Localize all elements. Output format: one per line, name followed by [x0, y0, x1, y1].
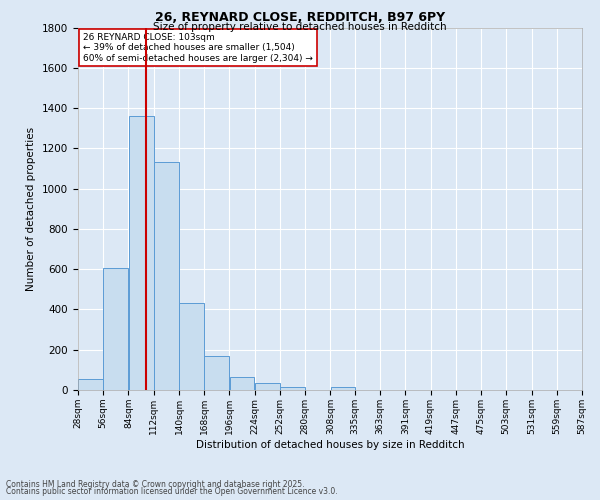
Text: Contains HM Land Registry data © Crown copyright and database right 2025.: Contains HM Land Registry data © Crown c… [6, 480, 305, 489]
Bar [205, 356, 229, 390]
X-axis label: Distribution of detached houses by size in Redditch: Distribution of detached houses by size … [196, 440, 464, 450]
Text: 26, REYNARD CLOSE, REDDITCH, B97 6PY: 26, REYNARD CLOSE, REDDITCH, B97 6PY [155, 11, 445, 24]
Bar [280, 387, 305, 390]
Bar [103, 268, 128, 390]
Bar [154, 162, 179, 390]
Bar [255, 383, 280, 390]
Text: 26 REYNARD CLOSE: 103sqm
← 39% of detached houses are smaller (1,504)
60% of sem: 26 REYNARD CLOSE: 103sqm ← 39% of detach… [83, 33, 313, 62]
Bar [129, 116, 154, 390]
Y-axis label: Number of detached properties: Number of detached properties [26, 126, 37, 291]
Text: Size of property relative to detached houses in Redditch: Size of property relative to detached ho… [153, 22, 447, 32]
Bar [331, 387, 355, 390]
Bar [78, 379, 103, 390]
Text: Contains public sector information licensed under the Open Government Licence v3: Contains public sector information licen… [6, 487, 338, 496]
Bar [230, 377, 254, 390]
Bar [179, 304, 204, 390]
